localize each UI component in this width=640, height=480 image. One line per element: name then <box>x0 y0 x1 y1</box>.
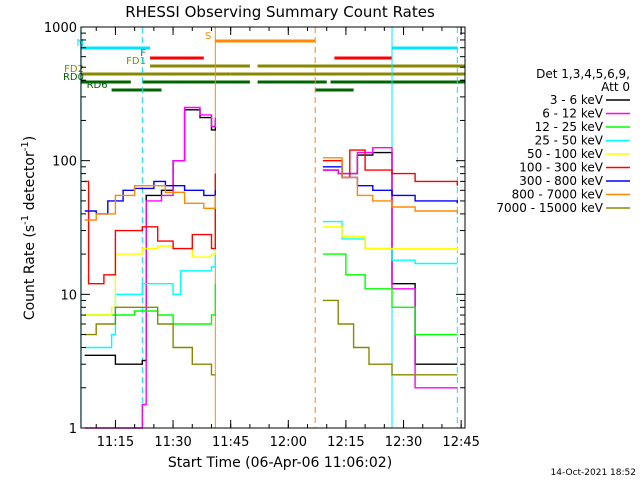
flag-label-fd1: FD1 <box>126 56 146 67</box>
legend-label-800-7000-kev: 800 - 7000 keV <box>512 188 604 202</box>
flag-label-fd2: FD2 <box>64 64 84 75</box>
y-tick-label: 100 <box>52 155 77 170</box>
y-tick-label: 1 <box>69 422 77 437</box>
legend-label-300-800-kev: 300 - 800 keV <box>519 174 603 188</box>
data-series <box>84 106 458 429</box>
x-tick-label: 12:45 <box>442 435 479 450</box>
chart-title: RHESSI Observing Summary Count Rates <box>125 3 435 21</box>
series-line-800-7000-kev <box>84 157 458 221</box>
flag-label-rd0: RD0 <box>63 72 84 83</box>
series-line-7000-15000-kev <box>84 299 458 376</box>
x-tick-label: 11:15 <box>97 435 134 450</box>
x-tick-label: 11:45 <box>212 435 249 450</box>
x-tick-label: 11:30 <box>154 435 191 450</box>
legend-label-100-300-kev: 100 - 300 keV <box>519 161 603 175</box>
timestamp: 14-Oct-2021 18:52 <box>551 468 636 478</box>
y-axis-label: Count Rate (s-1 detector-1) <box>20 136 38 320</box>
legend-title-line2: Att 0 <box>601 80 630 94</box>
flag-label-s: S <box>205 31 211 42</box>
series-line-50-100-kev <box>84 181 458 316</box>
legend-title-line1: Det 1,3,4,5,6,9, <box>536 67 630 81</box>
x-tick-label: 12:30 <box>385 435 422 450</box>
legend-label-3-6-kev: 3 - 6 keV <box>550 93 604 107</box>
flag-label-n: N <box>77 38 84 49</box>
flag-label-rd6: RD6 <box>87 80 108 91</box>
x-tick-label: 12:00 <box>270 435 307 450</box>
flag-label-f: F <box>140 48 146 59</box>
x-axis: 11:15 11:30 11:45 12:00 12:15 12:30 12:45 <box>95 27 480 450</box>
legend-label-7000-15000-kev: 7000 - 15000 keV <box>496 201 603 215</box>
legend-label-25-50-kev: 25 - 50 keV <box>535 134 604 148</box>
y-tick-label: 1000 <box>44 21 77 36</box>
x-tick-label: 12:15 <box>327 435 364 450</box>
y-axis: 1 10 100 1000 <box>44 21 465 437</box>
series-line-12-25-kev <box>84 253 458 336</box>
plot-frame <box>80 26 466 429</box>
series-line-6-12-kev <box>84 106 458 429</box>
legend-label-50-100-kev: 50 - 100 keV <box>527 147 604 161</box>
y-tick-label: 10 <box>60 288 77 303</box>
legend-label-12-25-kev: 12 - 25 keV <box>535 120 604 134</box>
x-axis-label: Start Time (06-Apr-06 11:06:02) <box>168 455 392 471</box>
legend-label-6-12-kev: 6 - 12 keV <box>542 107 604 121</box>
